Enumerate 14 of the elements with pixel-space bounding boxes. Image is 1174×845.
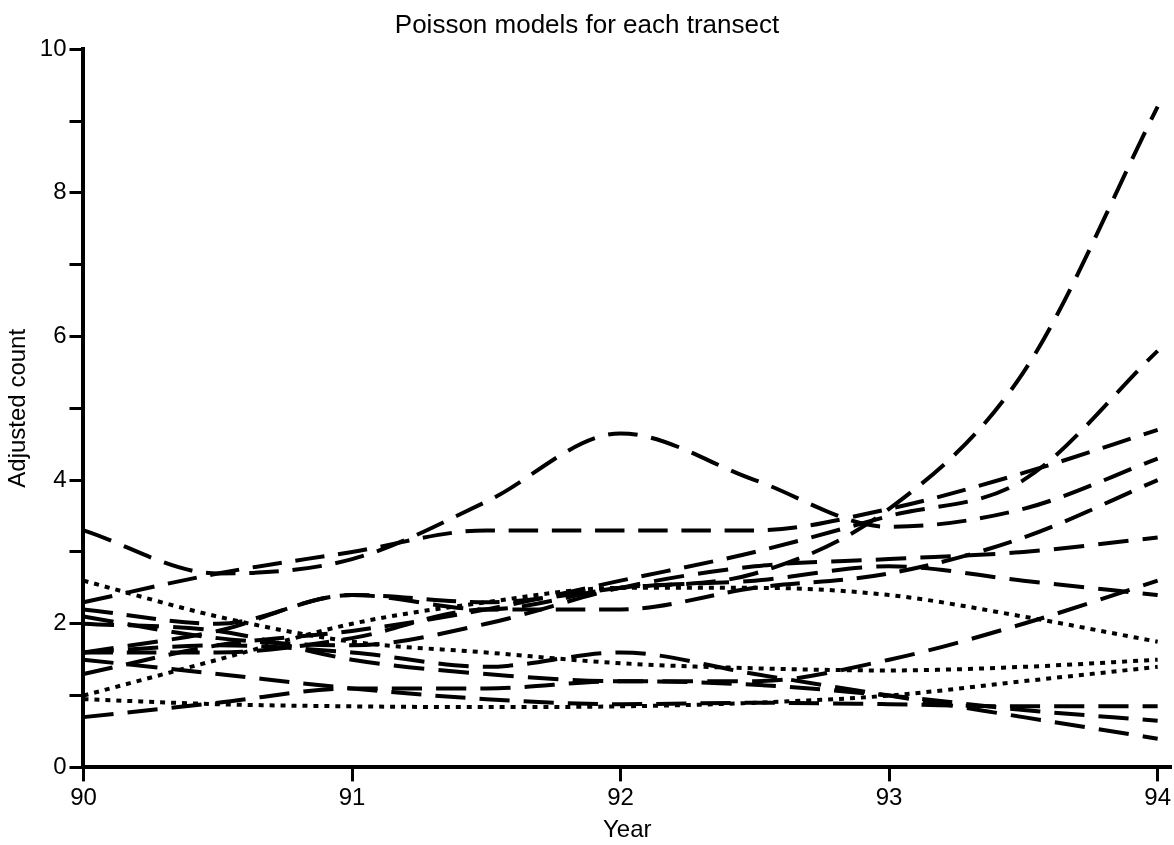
x-tick-label: 91 — [338, 783, 366, 811]
chart-title: Poisson models for each transect — [394, 8, 780, 39]
y-tick-label: 0 — [53, 752, 67, 780]
y-tick-label: 8 — [53, 177, 67, 205]
x-tick-label: 90 — [70, 783, 97, 811]
x-axis-title: Year — [603, 815, 652, 843]
y-axis-title: Adjusted count — [3, 328, 31, 488]
y-tick-label: 2 — [53, 608, 67, 636]
y-tick-label: 10 — [39, 33, 67, 61]
y-tick-label: 6 — [53, 321, 67, 349]
y-tick-label: 4 — [53, 464, 67, 492]
x-tick-label: 93 — [875, 783, 903, 811]
x-tick-label: 94 — [1144, 783, 1171, 811]
x-tick-label: 92 — [607, 783, 634, 811]
